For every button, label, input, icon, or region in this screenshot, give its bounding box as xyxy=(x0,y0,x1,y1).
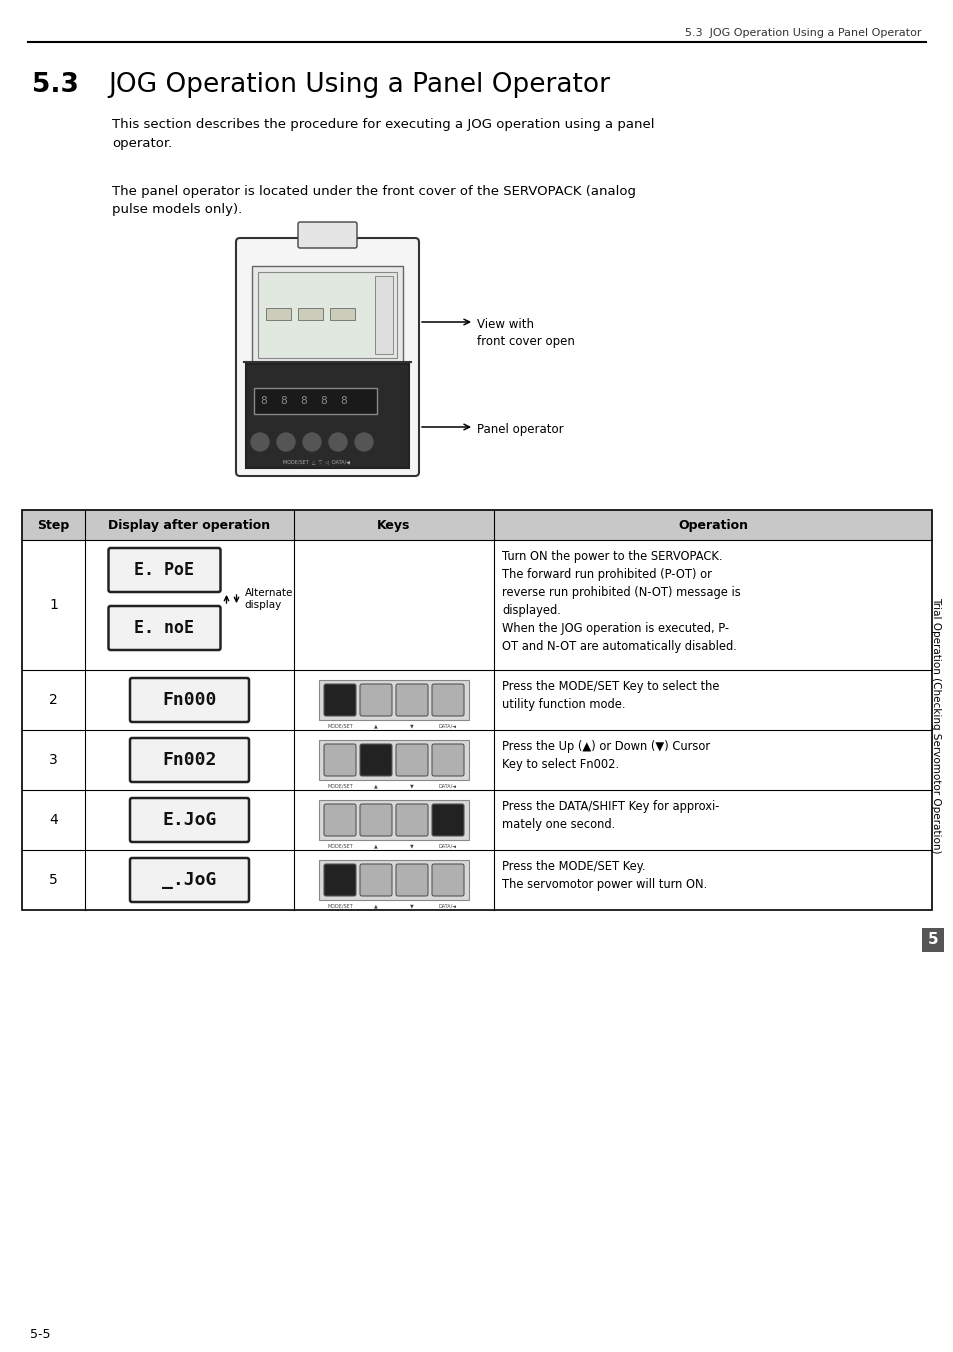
FancyBboxPatch shape xyxy=(395,804,428,836)
Text: E. noE: E. noE xyxy=(134,619,194,637)
FancyBboxPatch shape xyxy=(395,744,428,776)
Text: 1: 1 xyxy=(49,598,58,612)
FancyBboxPatch shape xyxy=(359,684,392,717)
Text: MODE/SET: MODE/SET xyxy=(327,844,353,848)
FancyBboxPatch shape xyxy=(359,864,392,896)
Text: Press the Up (▲) or Down (▼) Cursor
Key to select Fn002.: Press the Up (▲) or Down (▼) Cursor Key … xyxy=(501,740,709,771)
FancyBboxPatch shape xyxy=(395,864,428,896)
Text: Press the MODE/SET Key to select the
utility function mode.: Press the MODE/SET Key to select the uti… xyxy=(501,680,719,711)
Text: Operation: Operation xyxy=(678,519,747,531)
FancyBboxPatch shape xyxy=(324,864,355,896)
Circle shape xyxy=(276,433,294,452)
Bar xyxy=(22,510,931,910)
Text: The panel operator is located under the front cover of the SERVOPACK (analog
pul: The panel operator is located under the … xyxy=(112,185,636,216)
Text: View with
front cover open: View with front cover open xyxy=(476,318,575,347)
Text: Turn ON the power to the SERVOPACK.
The forward run prohibited (P-OT) or
reverse: Turn ON the power to the SERVOPACK. The … xyxy=(501,550,740,653)
Text: ▲: ▲ xyxy=(374,723,377,727)
Text: Keys: Keys xyxy=(377,519,410,531)
FancyBboxPatch shape xyxy=(432,684,463,717)
Bar xyxy=(375,276,393,354)
FancyBboxPatch shape xyxy=(109,606,220,650)
FancyBboxPatch shape xyxy=(432,744,463,776)
Text: ▼: ▼ xyxy=(410,903,414,909)
Text: 8: 8 xyxy=(320,396,327,406)
Text: 5-5: 5-5 xyxy=(30,1328,51,1340)
Text: 3: 3 xyxy=(49,753,58,767)
FancyBboxPatch shape xyxy=(235,238,418,476)
Bar xyxy=(330,308,355,320)
Bar xyxy=(257,272,396,358)
Text: ▼: ▼ xyxy=(410,783,414,788)
Text: E.JoG: E.JoG xyxy=(162,811,216,829)
Text: 8: 8 xyxy=(260,396,267,406)
Text: Display after operation: Display after operation xyxy=(109,519,271,531)
Text: 8: 8 xyxy=(340,396,347,406)
Text: Step: Step xyxy=(37,519,70,531)
Text: MODE/SET  △  ▽  ◁  DATA/◀: MODE/SET △ ▽ ◁ DATA/◀ xyxy=(283,458,350,464)
Text: DATA/◄: DATA/◄ xyxy=(438,783,456,788)
Bar xyxy=(252,266,402,364)
FancyBboxPatch shape xyxy=(318,800,469,840)
Text: DATA/◄: DATA/◄ xyxy=(438,903,456,909)
Text: Alternate
display: Alternate display xyxy=(244,588,293,610)
Text: E. PoE: E. PoE xyxy=(134,561,194,579)
FancyBboxPatch shape xyxy=(130,677,249,722)
Circle shape xyxy=(355,433,373,452)
FancyBboxPatch shape xyxy=(324,744,355,776)
FancyBboxPatch shape xyxy=(130,798,249,842)
FancyBboxPatch shape xyxy=(130,738,249,781)
Text: 5: 5 xyxy=(926,933,938,948)
Text: 5.3: 5.3 xyxy=(32,72,79,97)
Text: DATA/◄: DATA/◄ xyxy=(438,723,456,727)
Circle shape xyxy=(329,433,347,452)
Text: Press the MODE/SET Key.
The servomotor power will turn ON.: Press the MODE/SET Key. The servomotor p… xyxy=(501,860,706,891)
FancyBboxPatch shape xyxy=(130,859,249,902)
FancyBboxPatch shape xyxy=(395,684,428,717)
Text: DATA/◄: DATA/◄ xyxy=(438,844,456,848)
Text: ▲: ▲ xyxy=(374,783,377,788)
FancyBboxPatch shape xyxy=(109,548,220,592)
Circle shape xyxy=(251,433,269,452)
FancyBboxPatch shape xyxy=(324,684,355,717)
FancyBboxPatch shape xyxy=(318,680,469,721)
Text: MODE/SET: MODE/SET xyxy=(327,903,353,909)
Text: 5: 5 xyxy=(49,873,58,887)
Text: ▲: ▲ xyxy=(374,844,377,848)
Bar xyxy=(297,308,323,320)
Text: This section describes the procedure for executing a JOG operation using a panel: This section describes the procedure for… xyxy=(112,118,654,150)
Text: MODE/SET: MODE/SET xyxy=(327,723,353,727)
Text: 4: 4 xyxy=(49,813,58,827)
Bar xyxy=(921,927,943,952)
Text: Fn002: Fn002 xyxy=(162,750,216,769)
Text: ▲: ▲ xyxy=(374,903,377,909)
Bar xyxy=(22,510,931,539)
Text: ▼: ▼ xyxy=(410,723,414,727)
FancyBboxPatch shape xyxy=(324,804,355,836)
Bar xyxy=(266,308,291,320)
FancyBboxPatch shape xyxy=(318,740,469,780)
Text: 8: 8 xyxy=(280,396,287,406)
FancyBboxPatch shape xyxy=(359,804,392,836)
FancyBboxPatch shape xyxy=(297,222,356,247)
Text: 2: 2 xyxy=(49,694,58,707)
Text: Panel operator: Panel operator xyxy=(476,423,563,435)
Bar xyxy=(253,388,376,414)
Text: MODE/SET: MODE/SET xyxy=(327,783,353,788)
Text: Press the DATA/SHIFT Key for approxi-
mately one second.: Press the DATA/SHIFT Key for approxi- ma… xyxy=(501,800,719,831)
FancyBboxPatch shape xyxy=(432,804,463,836)
Text: 5.3  JOG Operation Using a Panel Operator: 5.3 JOG Operation Using a Panel Operator xyxy=(685,28,921,38)
Text: Trial Operation (Checking Servomotor Operation): Trial Operation (Checking Servomotor Ope… xyxy=(930,596,940,853)
Text: _.JoG: _.JoG xyxy=(162,871,216,890)
Text: JOG Operation Using a Panel Operator: JOG Operation Using a Panel Operator xyxy=(108,72,609,97)
Text: ▼: ▼ xyxy=(410,844,414,848)
Text: Fn000: Fn000 xyxy=(162,691,216,708)
Text: 8: 8 xyxy=(300,396,307,406)
Circle shape xyxy=(303,433,320,452)
FancyBboxPatch shape xyxy=(432,864,463,896)
Bar xyxy=(246,364,409,468)
FancyBboxPatch shape xyxy=(359,744,392,776)
FancyBboxPatch shape xyxy=(318,860,469,900)
